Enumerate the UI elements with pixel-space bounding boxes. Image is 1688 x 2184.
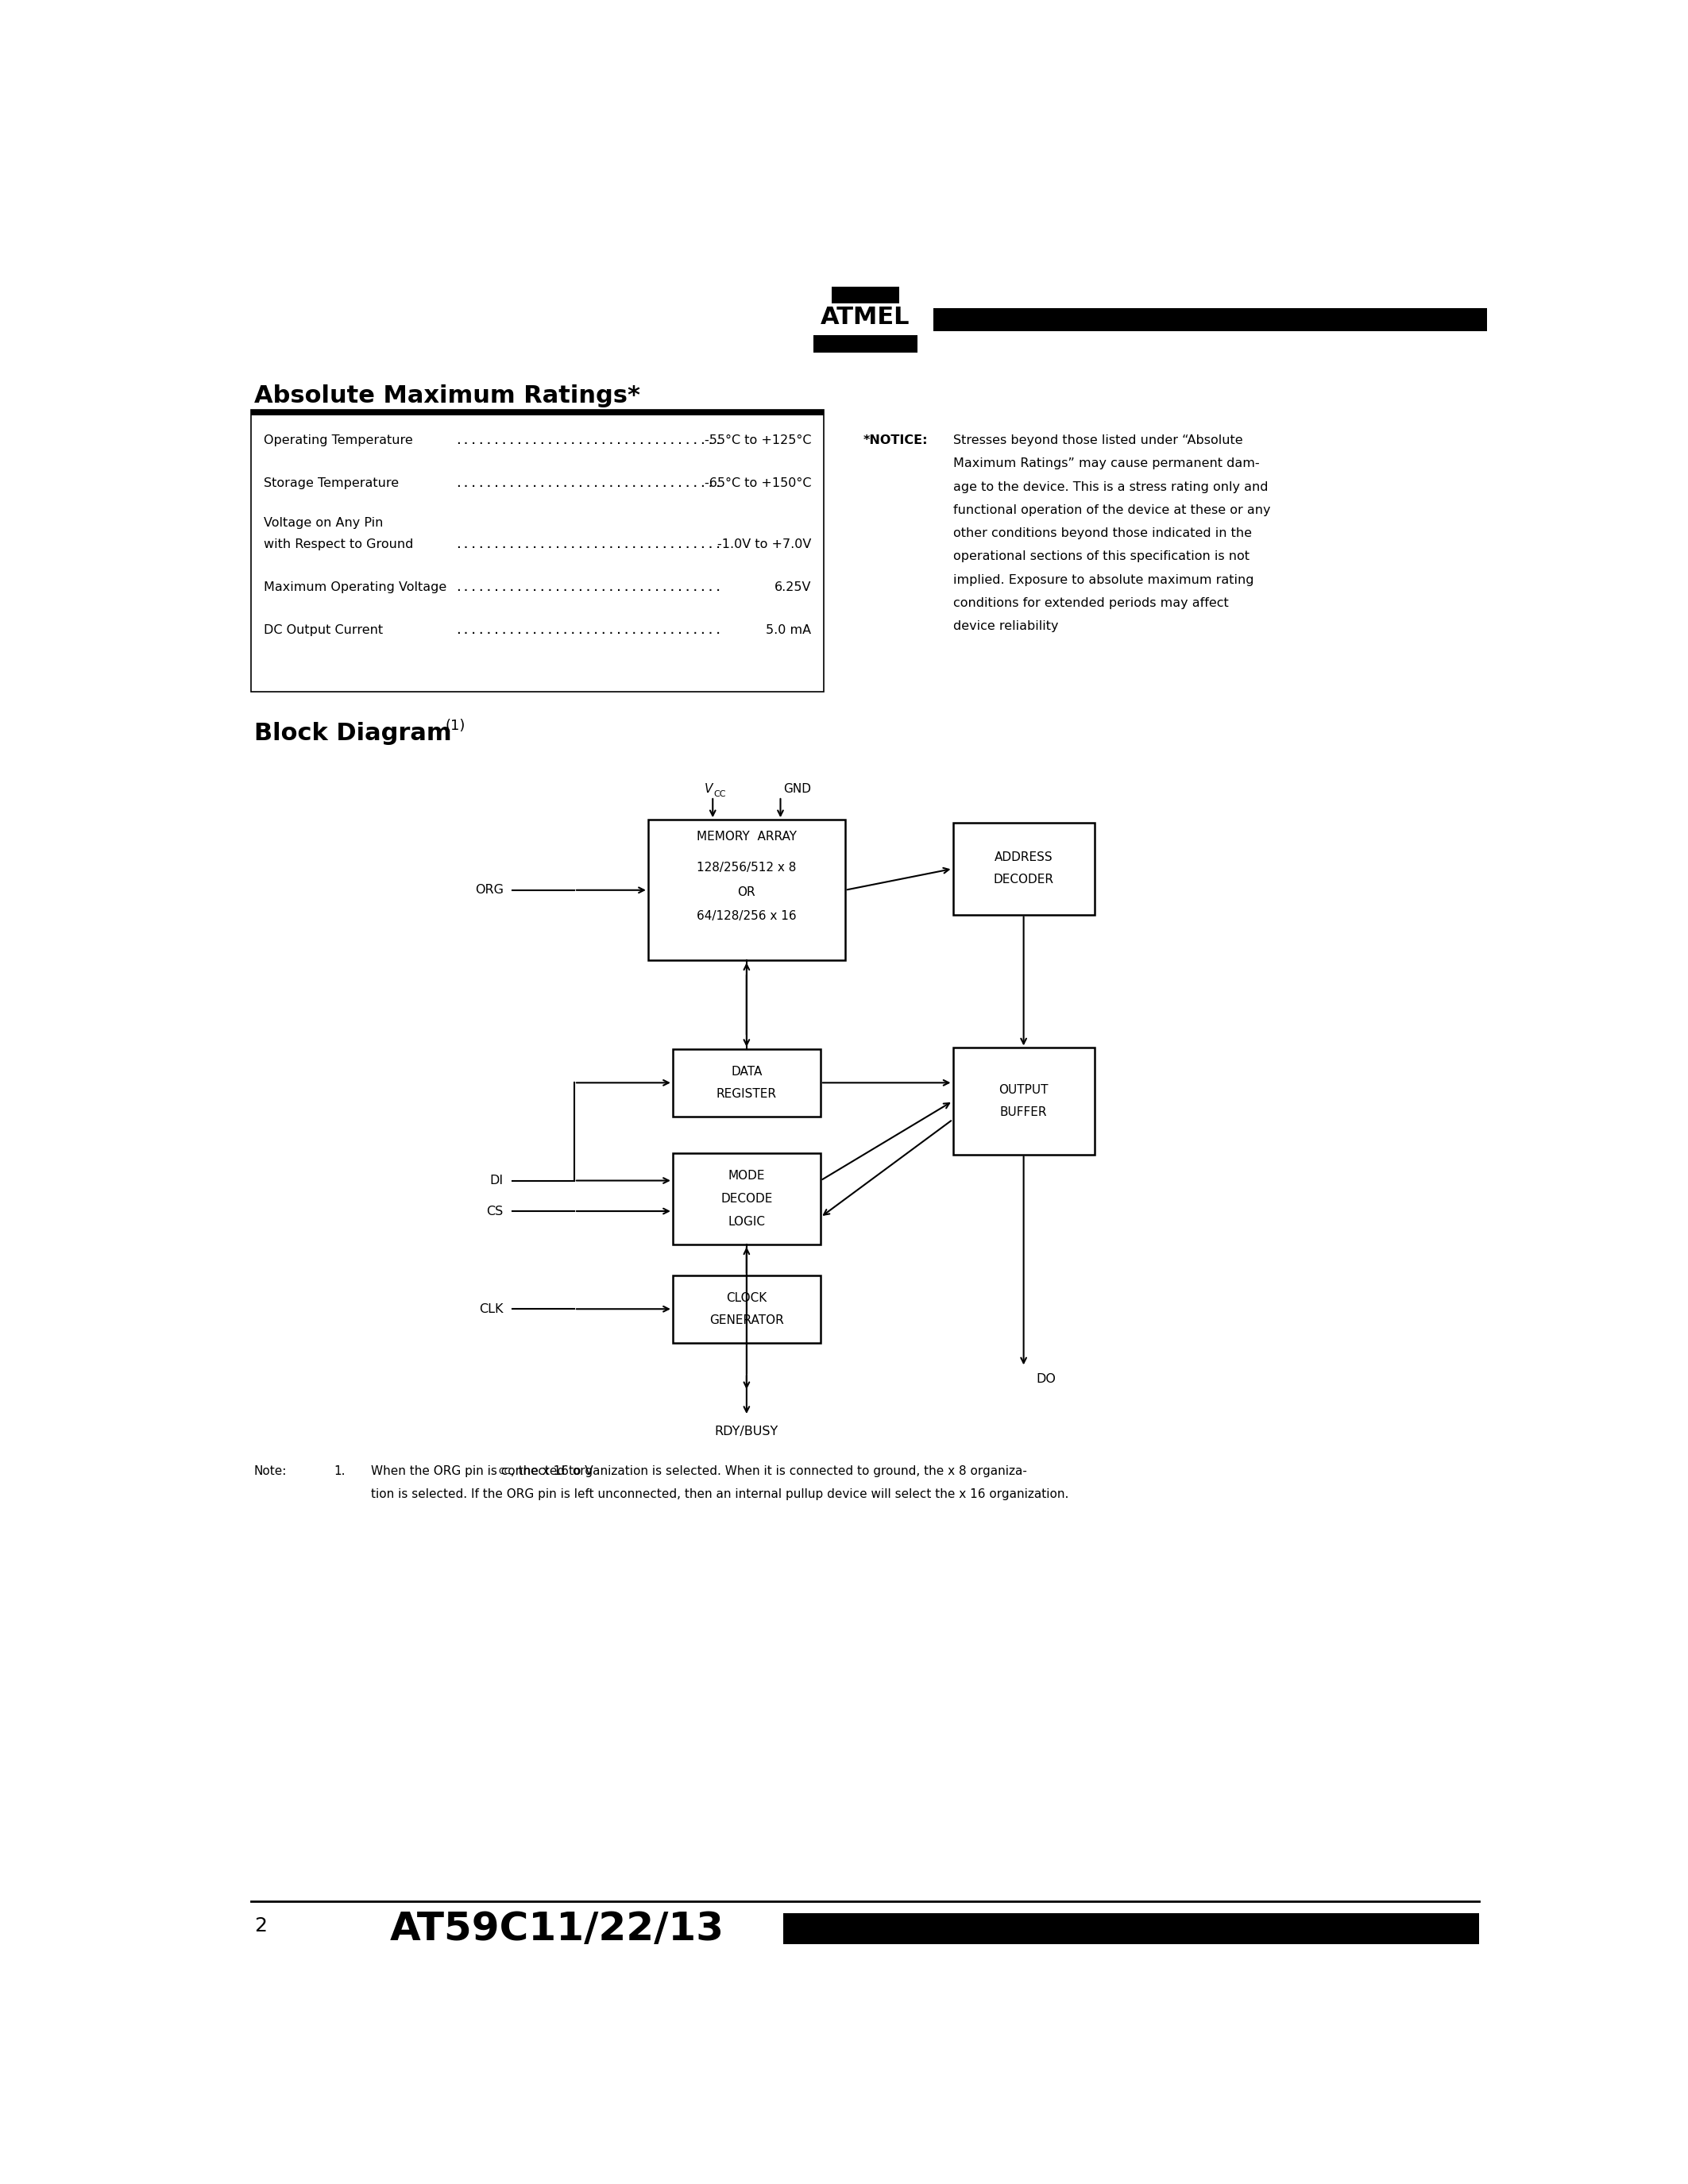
Text: Note:: Note: (255, 1465, 287, 1476)
Text: DECODE: DECODE (721, 1192, 773, 1206)
Text: GENERATOR: GENERATOR (709, 1315, 783, 1326)
Text: 2: 2 (255, 1915, 267, 1935)
Text: ADDRESS: ADDRESS (994, 852, 1053, 863)
Text: Block Diagram: Block Diagram (255, 723, 452, 745)
Text: CLK: CLK (479, 1304, 503, 1315)
Text: tion is selected. If the ORG pin is left unconnected, then an internal pullup de: tion is selected. If the ORG pin is left… (371, 1487, 1069, 1500)
Bar (674, 1153, 820, 1245)
Text: -65°C to +150°C: -65°C to +150°C (704, 478, 812, 489)
Text: MODE: MODE (728, 1171, 765, 1182)
Text: operational sections of this specification is not: operational sections of this specificati… (952, 550, 1249, 563)
Bar (952, 1048, 1094, 1155)
Text: 128/256/512 x 8: 128/256/512 x 8 (697, 860, 797, 874)
Text: ATMEL: ATMEL (820, 306, 910, 328)
Text: DATA: DATA (731, 1066, 763, 1077)
Text: -55°C to +125°C: -55°C to +125°C (704, 435, 812, 446)
Bar (933, 308, 1487, 332)
Text: REGISTER: REGISTER (716, 1088, 776, 1101)
Bar (674, 1048, 820, 1116)
Text: LOGIC: LOGIC (728, 1216, 765, 1227)
Text: 5.0 mA: 5.0 mA (766, 625, 812, 636)
Text: MEMORY  ARRAY: MEMORY ARRAY (697, 830, 797, 843)
Text: device reliability: device reliability (952, 620, 1058, 633)
Bar (252, 411, 824, 415)
Text: Storage Temperature: Storage Temperature (263, 478, 398, 489)
Text: -1.0V to +7.0V: -1.0V to +7.0V (717, 539, 812, 550)
Bar (783, 1913, 1479, 1944)
Text: ...................................: ................................... (454, 478, 722, 489)
Text: , the x 16 organization is selected. When it is connected to ground, the x 8 org: , the x 16 organization is selected. Whe… (511, 1465, 1028, 1476)
Text: ...................................: ................................... (454, 581, 722, 594)
Text: DECODER: DECODER (994, 874, 1053, 887)
Bar (648, 819, 846, 961)
Text: ORG: ORG (474, 885, 503, 895)
Text: CC: CC (714, 791, 726, 797)
Text: OUTPUT: OUTPUT (999, 1083, 1048, 1096)
Text: conditions for extended periods may affect: conditions for extended periods may affe… (952, 596, 1229, 609)
Text: age to the device. This is a stress rating only and: age to the device. This is a stress rati… (952, 480, 1268, 494)
Text: When the ORG pin is connected to V: When the ORG pin is connected to V (371, 1465, 592, 1476)
Text: Voltage on Any Pin: Voltage on Any Pin (263, 518, 383, 529)
Text: *NOTICE:: *NOTICE: (864, 435, 928, 446)
Text: RDY/BUSY: RDY/BUSY (714, 1426, 778, 1437)
Text: OR: OR (738, 887, 756, 898)
Text: DC Output Current: DC Output Current (263, 625, 383, 636)
Bar (814, 336, 918, 352)
Text: 64/128/256 x 16: 64/128/256 x 16 (697, 911, 797, 922)
Text: ...................................: ................................... (454, 539, 722, 550)
Bar (933, 308, 1487, 332)
Text: Operating Temperature: Operating Temperature (263, 435, 412, 446)
Text: functional operation of the device at these or any: functional operation of the device at th… (952, 505, 1269, 515)
Text: AT59C11/22/13: AT59C11/22/13 (390, 1911, 724, 1948)
Text: other conditions beyond those indicated in the: other conditions beyond those indicated … (952, 529, 1251, 539)
Text: ...................................: ................................... (454, 625, 722, 636)
Bar (252, 411, 824, 692)
Bar (832, 286, 900, 304)
Text: GND: GND (783, 784, 812, 795)
Text: CS: CS (486, 1206, 503, 1216)
Text: BUFFER: BUFFER (999, 1105, 1047, 1118)
Text: Absolute Maximum Ratings*: Absolute Maximum Ratings* (255, 384, 640, 408)
Text: 6.25V: 6.25V (775, 581, 812, 594)
Text: Maximum Operating Voltage: Maximum Operating Voltage (263, 581, 446, 594)
Text: V: V (704, 784, 712, 795)
Text: Stresses beyond those listed under “Absolute: Stresses beyond those listed under “Abso… (952, 435, 1242, 446)
Text: implied. Exposure to absolute maximum rating: implied. Exposure to absolute maximum ra… (952, 574, 1254, 585)
Text: ...................................: ................................... (454, 435, 722, 446)
Bar (674, 1275, 820, 1343)
Text: CC: CC (498, 1468, 511, 1476)
Text: DO: DO (1036, 1374, 1055, 1385)
Bar (952, 823, 1094, 915)
Text: (1): (1) (446, 719, 466, 734)
Text: CLOCK: CLOCK (726, 1293, 766, 1304)
Text: Maximum Ratings” may cause permanent dam-: Maximum Ratings” may cause permanent dam… (952, 459, 1259, 470)
Text: DI: DI (490, 1175, 503, 1186)
Text: 1.: 1. (334, 1465, 346, 1476)
Text: with Respect to Ground: with Respect to Ground (263, 539, 414, 550)
